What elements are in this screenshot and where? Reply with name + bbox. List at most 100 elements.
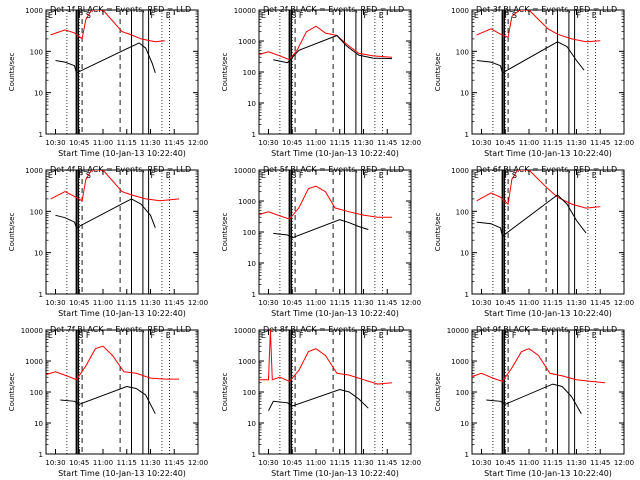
detector-panel-7: Det 7f BLACK = Events, RED = LLD Counts/s…: [0, 320, 213, 480]
lld-series-line: [50, 170, 180, 202]
x-tick-label: 12:00: [188, 459, 208, 467]
flag-letter: F: [299, 171, 304, 180]
y-tick-label: 10: [460, 90, 469, 98]
y-tick-label: 1: [465, 131, 469, 139]
detector-panel-2: Det 2f BLACK = Events, RED = LLD Counts/s…: [213, 0, 426, 160]
x-tick-label: 10:45: [282, 139, 302, 147]
y-tick-label: 1: [252, 291, 256, 299]
x-tick-label: 11:45: [164, 459, 184, 467]
flag-letter: E: [592, 171, 597, 180]
x-tick-label: 10:45: [282, 299, 302, 307]
flag-letter: F: [577, 331, 582, 340]
plot-frame: [471, 329, 625, 455]
x-tick-label: 12:00: [401, 139, 421, 147]
chart-title: Det 9f BLACK = Events, RED = LLD: [476, 325, 617, 334]
flag-letter: E: [379, 11, 384, 20]
flag-letter: S: [504, 331, 509, 340]
y-axis-label: Counts/sec: [221, 53, 229, 92]
y-axis-label: Counts/sec: [434, 213, 442, 252]
x-tick-label: 11:15: [330, 139, 350, 147]
x-tick-label: 11:00: [519, 139, 539, 147]
detector-panel-3: Det 3f BLACK = Events, RED = LLD Counts/s…: [426, 0, 639, 160]
x-tick-label: 10:30: [258, 299, 278, 307]
x-axis-label: Start Time (10-Jan-13 10:22:40): [58, 309, 186, 318]
x-axis-label: Start Time (10-Jan-13 10:22:40): [271, 309, 399, 318]
flag-letter: E: [261, 331, 266, 340]
events-series-line: [486, 383, 582, 414]
detector-panel-6: Det 6f BLACK = Events, RED = LLD Counts/s…: [426, 160, 639, 320]
flag-letter: S: [291, 331, 296, 340]
flag-letter: E: [48, 11, 53, 20]
x-tick-label: 11:30: [140, 299, 160, 307]
flag-letter: F: [151, 331, 156, 340]
flag-letter: F: [151, 11, 156, 20]
x-tick-label: 11:15: [330, 459, 350, 467]
x-axis-label: Start Time (10-Jan-13 10:22:40): [484, 149, 612, 158]
x-tick-label: 11:15: [117, 139, 137, 147]
y-tick-label: 1000: [451, 167, 469, 175]
events-series-line: [476, 41, 585, 74]
flag-letter: F: [364, 171, 369, 180]
flag-letter: E: [261, 11, 266, 20]
flag-letter: S: [291, 171, 296, 180]
x-tick-label: 11:30: [353, 139, 373, 147]
x-tick-label: 10:45: [495, 459, 515, 467]
y-axis-label: Counts/sec: [8, 213, 16, 252]
events-series-line: [55, 198, 156, 229]
y-axis-label: Counts/sec: [8, 53, 16, 92]
x-tick-label: 12:00: [614, 299, 634, 307]
flag-letter: F: [78, 171, 83, 180]
x-tick-label: 11:00: [519, 459, 539, 467]
chart-title: Det 4f BLACK = Events, RED = LLD: [50, 165, 191, 174]
y-tick-label: 1: [252, 131, 256, 139]
chart-svg-7: Det 7f BLACK = Events, RED = LLD Counts/s…: [8, 325, 208, 478]
plot-frame: [45, 329, 199, 455]
plot-frame: [45, 169, 199, 295]
detector-panel-9: Det 9f BLACK = Events, RED = LLD Counts/s…: [426, 320, 639, 480]
flag-letter: S: [512, 11, 517, 20]
chart-title: Det 7f BLACK = Events, RED = LLD: [50, 325, 191, 334]
x-axis-label: Start Time (10-Jan-13 10:22:40): [484, 469, 612, 478]
y-tick-label: 100: [243, 69, 256, 77]
flag-letter: F: [364, 11, 369, 20]
events-series-line: [273, 34, 393, 64]
flag-letter: E: [592, 331, 597, 340]
y-axis-label: Counts/sec: [434, 53, 442, 92]
x-axis-label: Start Time (10-Jan-13 10:22:40): [484, 309, 612, 318]
y-tick-label: 10000: [234, 167, 256, 175]
chart-svg-9: Det 9f BLACK = Events, RED = LLD Counts/s…: [434, 325, 634, 478]
flag-letter: S: [86, 11, 91, 20]
x-tick-label: 11:00: [306, 459, 326, 467]
x-tick-label: 11:30: [566, 459, 586, 467]
y-tick-label: 10: [247, 420, 256, 428]
x-axis-label: Start Time (10-Jan-13 10:22:40): [58, 149, 186, 158]
y-tick-label: 1000: [451, 358, 469, 366]
y-tick-label: 10000: [447, 327, 469, 335]
x-tick-label: 12:00: [401, 299, 421, 307]
x-tick-label: 11:00: [93, 459, 113, 467]
y-tick-label: 10: [34, 420, 43, 428]
x-tick-label: 10:30: [45, 459, 65, 467]
chart-svg-6: Det 6f BLACK = Events, RED = LLD Counts/s…: [434, 165, 634, 318]
chart-svg-1: Det 1f BLACK = Events, RED = LLD Counts/s…: [8, 5, 208, 158]
flag-letter: S: [291, 11, 296, 20]
x-tick-label: 11:15: [117, 299, 137, 307]
y-tick-label: 100: [456, 389, 469, 397]
y-tick-label: 1: [465, 291, 469, 299]
events-series-line: [268, 388, 369, 411]
y-tick-label: 1: [39, 291, 43, 299]
flag-letter: E: [166, 11, 171, 20]
chart-svg-8: Det 8f BLACK = Events, RED = LLD Counts/s…: [221, 325, 421, 478]
lld-series-line: [46, 345, 179, 381]
x-tick-label: 11:45: [164, 139, 184, 147]
chart-svg-5: Det 5f BLACK = Events, RED = LLD Counts/s…: [221, 165, 421, 318]
lld-series-line: [472, 348, 606, 384]
y-tick-label: 100: [30, 389, 43, 397]
y-tick-label: 100: [30, 208, 43, 216]
flag-letter: S: [86, 171, 91, 180]
y-tick-label: 10000: [234, 7, 256, 15]
flag-letter: F: [299, 331, 304, 340]
chart-title: Det 3f BLACK = Events, RED = LLD: [476, 5, 617, 14]
x-tick-label: 10:30: [471, 139, 491, 147]
